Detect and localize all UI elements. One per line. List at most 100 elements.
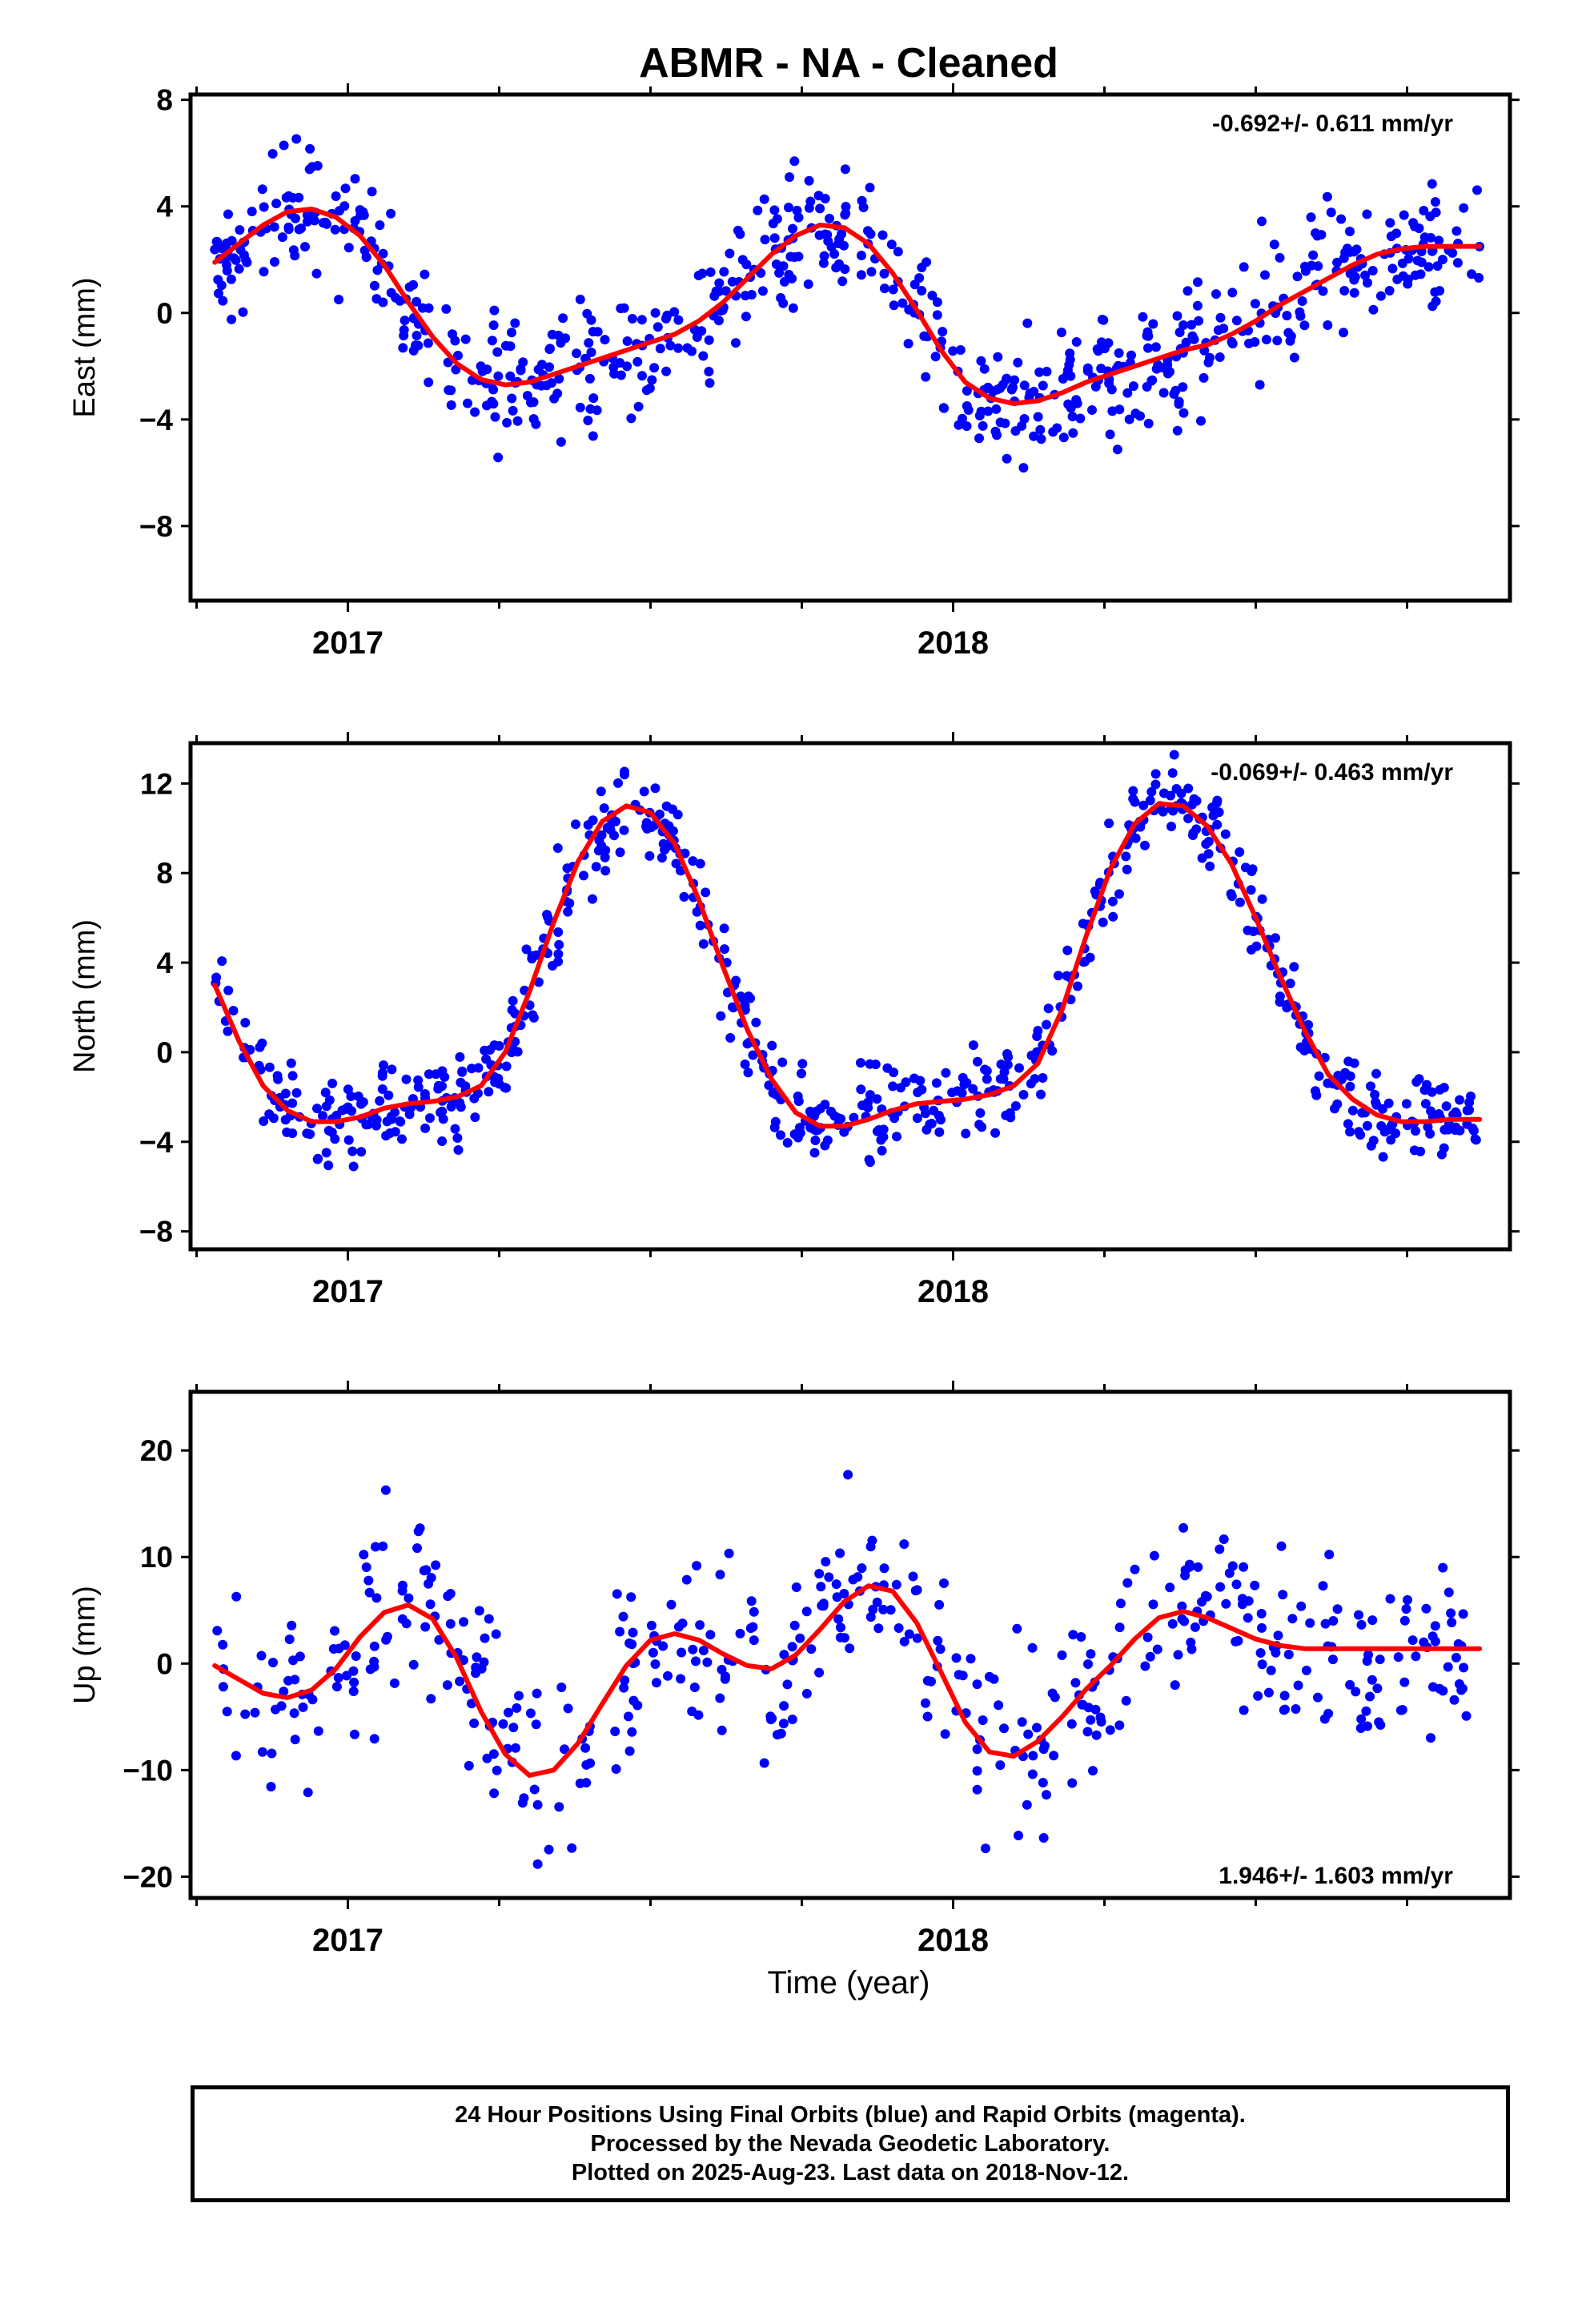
data-point (652, 1678, 661, 1688)
data-point (525, 1708, 536, 1719)
data-point (889, 300, 899, 311)
data-point (472, 1652, 482, 1663)
data-point (1066, 403, 1076, 413)
data-point (1443, 1587, 1454, 1598)
data-point (759, 1758, 769, 1768)
data-point (1474, 272, 1484, 283)
data-point (1339, 328, 1348, 338)
data-point (420, 1622, 431, 1632)
data-point (369, 1641, 379, 1651)
data-point (420, 1089, 430, 1099)
data-point (222, 266, 232, 275)
data-point (644, 383, 655, 393)
data-point (777, 1057, 788, 1068)
data-point (304, 164, 315, 175)
data-point (857, 195, 867, 206)
data-point (843, 1470, 853, 1480)
data-point (810, 1136, 821, 1145)
data-point (460, 334, 471, 344)
data-point (1036, 1089, 1046, 1100)
data-point (1178, 320, 1189, 330)
data-point (1366, 1081, 1375, 1092)
data-point (633, 401, 644, 412)
data-point (795, 1128, 805, 1138)
data-point (1135, 411, 1145, 421)
data-point (1170, 1680, 1180, 1691)
data-point (1399, 210, 1409, 220)
data-point (646, 822, 656, 832)
data-point (968, 1084, 978, 1094)
data-point (837, 276, 848, 287)
data-point (425, 1113, 435, 1124)
data-point (719, 944, 729, 955)
data-point (1150, 769, 1161, 779)
data-point (1313, 1692, 1323, 1703)
data-point (1278, 1590, 1288, 1600)
data-point (493, 371, 504, 381)
data-point (348, 1666, 359, 1676)
data-point (1470, 1134, 1480, 1144)
data-point (938, 327, 948, 337)
data-point (508, 405, 518, 416)
data-point (1170, 385, 1181, 396)
data-point (1018, 463, 1029, 473)
data-point (648, 1647, 658, 1658)
data-point (371, 294, 382, 304)
data-point (1212, 819, 1223, 830)
data-point (912, 1633, 922, 1643)
data-point (425, 1599, 436, 1610)
data-point (548, 960, 558, 971)
data-point (327, 1078, 338, 1088)
y-tick-label: 4 (156, 191, 173, 223)
data-point (661, 801, 672, 811)
data-point (619, 825, 629, 835)
data-point (1165, 1582, 1175, 1593)
data-point (492, 1765, 502, 1775)
data-point (999, 1723, 1009, 1734)
data-point (872, 1597, 882, 1607)
data-point (610, 816, 620, 826)
data-point (962, 1078, 972, 1088)
data-point (1263, 1687, 1274, 1698)
data-point (934, 1127, 945, 1137)
data-point (933, 1635, 943, 1646)
data-point (411, 340, 421, 351)
data-point (334, 206, 344, 216)
data-point (340, 183, 351, 194)
data-point (835, 1632, 845, 1642)
data-point (1292, 271, 1303, 282)
data-point (1142, 327, 1153, 337)
data-point (857, 251, 866, 260)
data-point (1142, 1632, 1153, 1642)
data-point (1025, 388, 1035, 399)
data-point (264, 1062, 275, 1072)
data-point (1130, 797, 1140, 807)
data-point (822, 230, 833, 240)
data-point (749, 1606, 759, 1617)
data-point (295, 1651, 305, 1662)
data-point (804, 175, 814, 186)
data-point (849, 1112, 859, 1123)
data-point (492, 347, 503, 357)
data-point (227, 235, 237, 246)
data-point (1150, 342, 1161, 352)
data-point (250, 1707, 260, 1718)
data-point (769, 233, 780, 243)
data-point (268, 1658, 278, 1667)
data-point (1166, 790, 1175, 801)
data-point (287, 1098, 298, 1108)
data-point (1231, 316, 1242, 326)
data-point (803, 279, 813, 289)
data-point (1211, 289, 1221, 300)
data-point (424, 303, 434, 313)
data-point (544, 1844, 554, 1855)
data-point (962, 401, 972, 411)
data-point (511, 1743, 520, 1753)
data-point (404, 1593, 414, 1603)
data-point (879, 283, 889, 294)
data-point (537, 360, 547, 370)
data-point (312, 1104, 322, 1114)
data-point (1365, 1691, 1375, 1702)
data-point (348, 1161, 359, 1172)
data-point (1340, 247, 1351, 258)
